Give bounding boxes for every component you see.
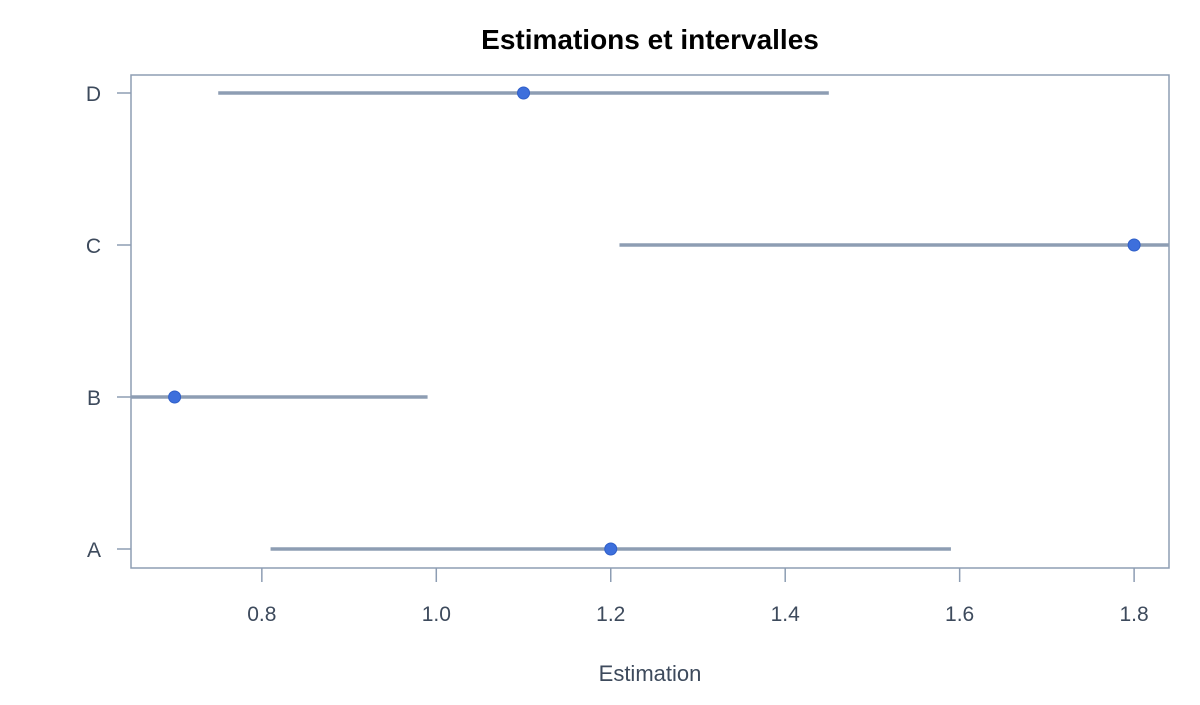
x-tick-label: 1.4 (771, 603, 801, 626)
interval-lines (131, 91, 1169, 551)
estimate-points (168, 86, 1141, 556)
x-tick-label: 1.0 (422, 603, 451, 626)
y-axis: A B C D (86, 83, 131, 562)
x-tick-label: 1.2 (596, 603, 625, 626)
estimate-point-a (604, 542, 618, 556)
plot-frame (130, 74, 1170, 569)
x-tick-label: 1.6 (945, 603, 974, 626)
y-tick-label: A (87, 539, 101, 562)
chart-title: Estimations et intervalles (481, 24, 819, 55)
y-tick-label: B (87, 387, 101, 410)
y-tick-label: D (86, 83, 101, 106)
x-tick-label: 1.8 (1120, 603, 1149, 626)
estimate-point-b (168, 390, 182, 404)
estimate-point-d (517, 86, 531, 100)
x-axis-title: Estimation (599, 661, 702, 686)
y-tick-label: C (86, 235, 101, 258)
x-tick-label: 0.8 (247, 603, 276, 626)
estimate-point-c (1127, 238, 1141, 252)
x-axis: 0.8 1.0 1.2 1.4 1.6 1.8 (247, 568, 1149, 626)
